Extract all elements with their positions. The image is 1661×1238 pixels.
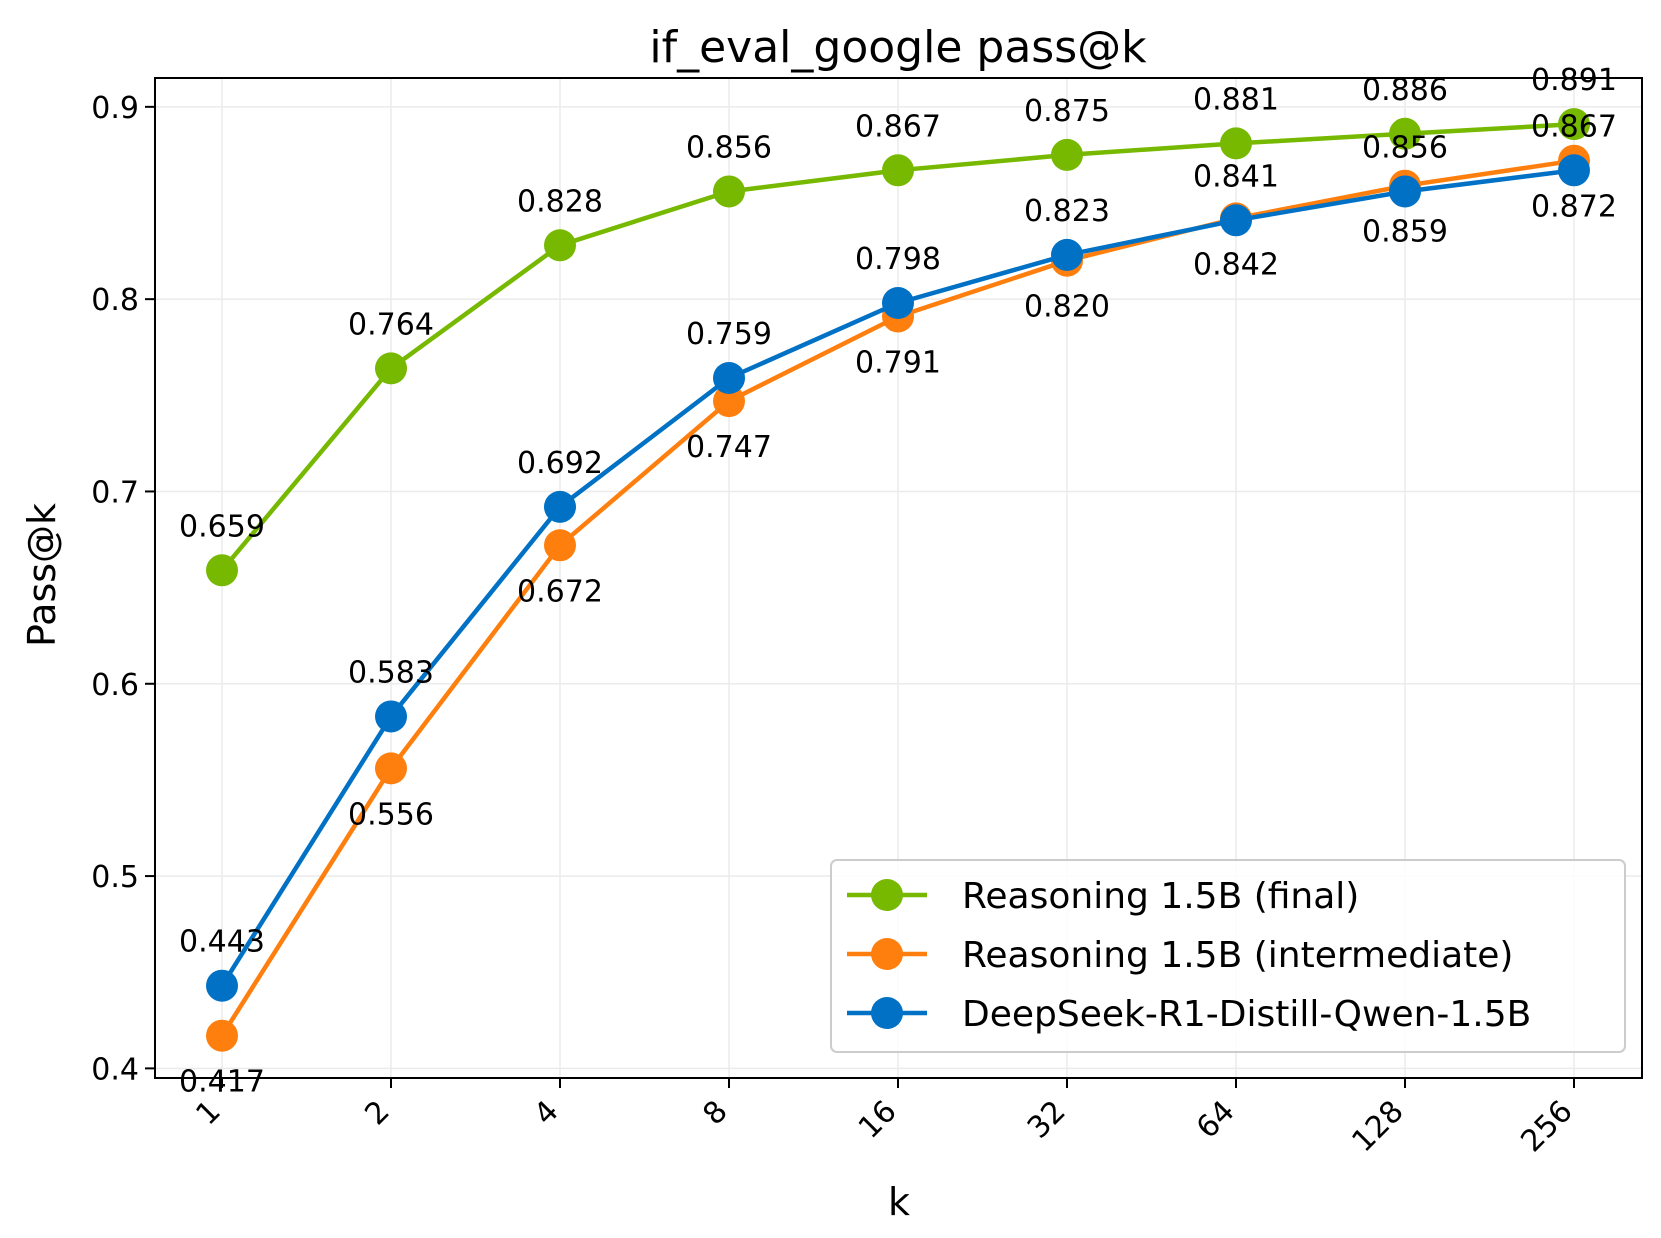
legend-marker <box>871 879 903 911</box>
data-point <box>713 175 745 208</box>
data-point <box>882 287 914 319</box>
y-tick-label: 0.8 <box>91 283 139 318</box>
data-label: 0.856 <box>1362 130 1448 165</box>
data-point <box>713 385 745 418</box>
series-group <box>206 108 1590 1052</box>
x-tick-label: 2 <box>358 1094 396 1132</box>
x-tick-label: 8 <box>696 1094 734 1132</box>
x-tick-label: 4 <box>527 1094 565 1132</box>
data-point <box>206 1019 238 1052</box>
data-label: 0.443 <box>179 925 265 960</box>
data-point <box>375 700 407 733</box>
data-label: 0.820 <box>1024 290 1110 325</box>
data-point <box>1558 108 1590 141</box>
data-label: 0.828 <box>517 184 603 219</box>
data-label: 0.798 <box>855 242 941 277</box>
data-label: 0.659 <box>179 509 265 544</box>
data-label: 0.842 <box>1193 247 1279 282</box>
x-tick-label: 128 <box>1345 1094 1410 1159</box>
data-label: 0.875 <box>1024 94 1110 129</box>
data-point <box>544 490 576 523</box>
legend-label: Reasoning 1.5B (intermediate) <box>962 935 1513 976</box>
data-point <box>1220 204 1252 237</box>
data-point <box>1389 117 1421 150</box>
data-label: 0.791 <box>855 345 941 380</box>
data-label: 0.692 <box>517 446 603 481</box>
data-label: 0.867 <box>855 109 941 144</box>
data-label: 0.891 <box>1531 63 1617 98</box>
data-label: 0.823 <box>1024 194 1110 229</box>
data-label: 0.881 <box>1193 82 1279 117</box>
x-tick-label: 256 <box>1514 1094 1579 1159</box>
data-label: 0.759 <box>686 317 772 352</box>
data-point <box>206 969 238 1002</box>
y-tick-label: 0.7 <box>91 475 139 510</box>
data-point <box>1051 238 1083 271</box>
data-label: 0.856 <box>686 130 772 165</box>
data-label: 0.872 <box>1531 190 1617 225</box>
chart-title: if_eval_google pass@k <box>649 22 1147 73</box>
legend-label: DeepSeek-R1-Distill-Qwen-1.5B <box>962 994 1531 1035</box>
data-point <box>206 554 238 587</box>
data-label: 0.859 <box>1362 215 1448 250</box>
data-label: 0.867 <box>1531 109 1617 144</box>
data-point <box>375 752 407 785</box>
data-point <box>1220 127 1252 160</box>
y-tick-label: 0.9 <box>91 91 139 126</box>
legend-marker <box>871 938 903 970</box>
x-tick-label: 16 <box>852 1094 904 1146</box>
data-point <box>544 529 576 562</box>
data-label: 0.841 <box>1193 159 1279 194</box>
data-label: 0.672 <box>517 574 603 609</box>
y-axis-label: Pass@k <box>20 503 64 647</box>
data-point <box>375 352 407 385</box>
x-tick-label: 64 <box>1190 1094 1242 1146</box>
legend-label: Reasoning 1.5B (final) <box>962 876 1359 917</box>
data-point <box>1051 138 1083 171</box>
legend: Reasoning 1.5B (final) Reasoning 1.5B (in… <box>830 859 1626 1053</box>
legend-marker <box>871 997 903 1029</box>
data-point <box>1558 154 1590 187</box>
x-axis-label: k <box>888 1180 910 1224</box>
x-tick-label: 32 <box>1021 1094 1073 1146</box>
data-point <box>1389 175 1421 208</box>
data-point <box>713 362 745 394</box>
y-tick-label: 0.4 <box>91 1052 139 1087</box>
data-point <box>544 229 576 262</box>
data-label: 0.583 <box>348 655 434 690</box>
data-label: 0.556 <box>348 797 434 832</box>
y-tick-label: 0.6 <box>91 668 139 703</box>
data-point <box>882 154 914 187</box>
data-label: 0.764 <box>348 307 434 342</box>
legend-box <box>830 859 1626 1053</box>
data-label: 0.747 <box>686 430 772 465</box>
y-tick-label: 0.5 <box>91 860 139 895</box>
